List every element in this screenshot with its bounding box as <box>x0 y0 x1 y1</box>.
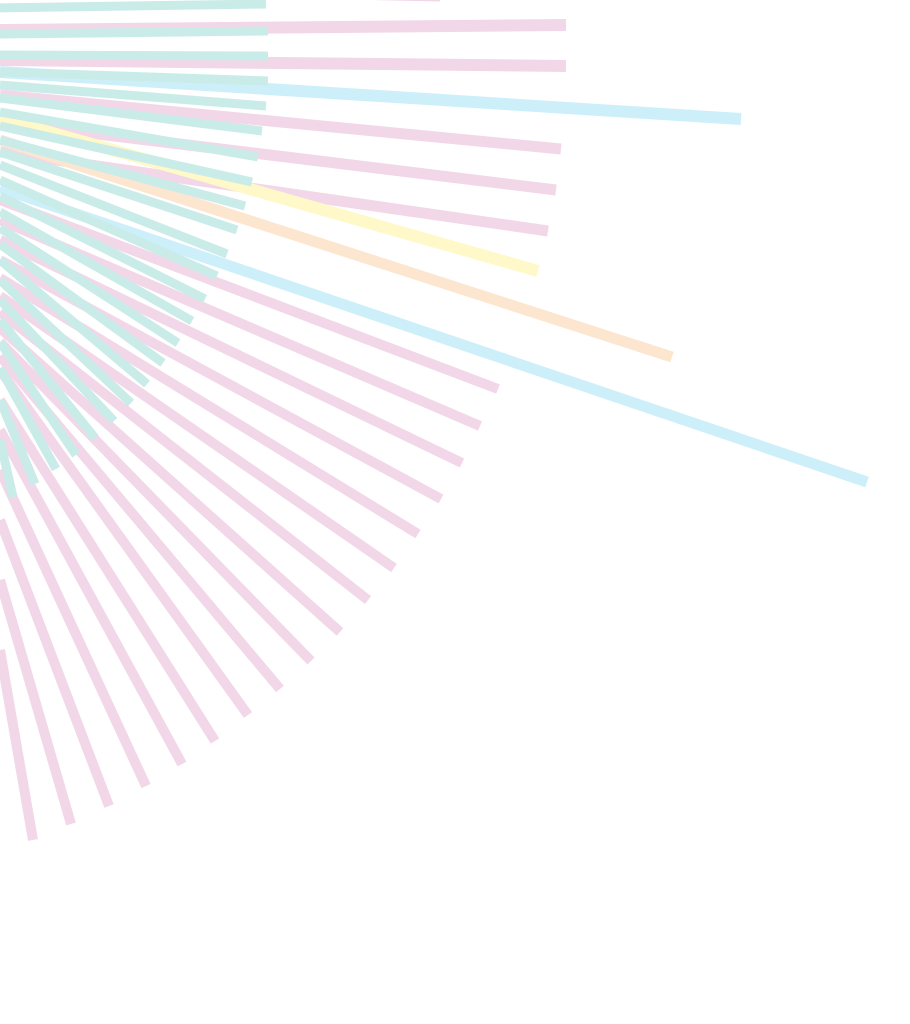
teal-ray <box>0 135 247 211</box>
teal-ray <box>0 67 269 86</box>
sky-ray <box>0 182 869 488</box>
teal-ray <box>0 276 135 407</box>
teal-ray <box>0 256 150 388</box>
pink-ray <box>0 578 76 826</box>
teal-ray <box>0 365 60 472</box>
pink-ray <box>0 367 253 718</box>
peach-ray <box>0 134 674 363</box>
pink-ray <box>0 324 344 636</box>
ray-group <box>0 0 869 841</box>
teal-ray <box>0 93 263 136</box>
teal-ray <box>0 296 118 425</box>
pink-ray <box>0 467 151 789</box>
teal-ray <box>0 26 269 39</box>
teal-ray <box>0 224 181 347</box>
pink-ray <box>0 518 114 808</box>
teal-ray <box>0 0 267 13</box>
teal-ray <box>0 160 229 259</box>
teal-ray <box>0 147 239 235</box>
pink-ray <box>0 338 315 665</box>
teal-ray <box>0 191 208 304</box>
teal-ray <box>0 121 253 187</box>
pink-ray <box>0 649 38 841</box>
teal-ray <box>0 339 80 458</box>
teal-ray <box>0 50 269 61</box>
teal-ray <box>0 240 166 367</box>
teal-ray <box>0 107 259 162</box>
teal-ray <box>0 208 195 325</box>
pink-ray <box>0 195 500 394</box>
teal-ray <box>0 80 267 111</box>
teal-ray <box>0 317 99 441</box>
pink-ray <box>0 116 557 196</box>
teal-ray <box>0 438 18 499</box>
teal-ray <box>0 175 219 281</box>
pink-ray <box>0 427 187 767</box>
pink-ray <box>0 89 562 155</box>
teal-ray <box>0 398 40 486</box>
pink-ray <box>0 54 567 72</box>
pink-ray <box>0 397 220 744</box>
